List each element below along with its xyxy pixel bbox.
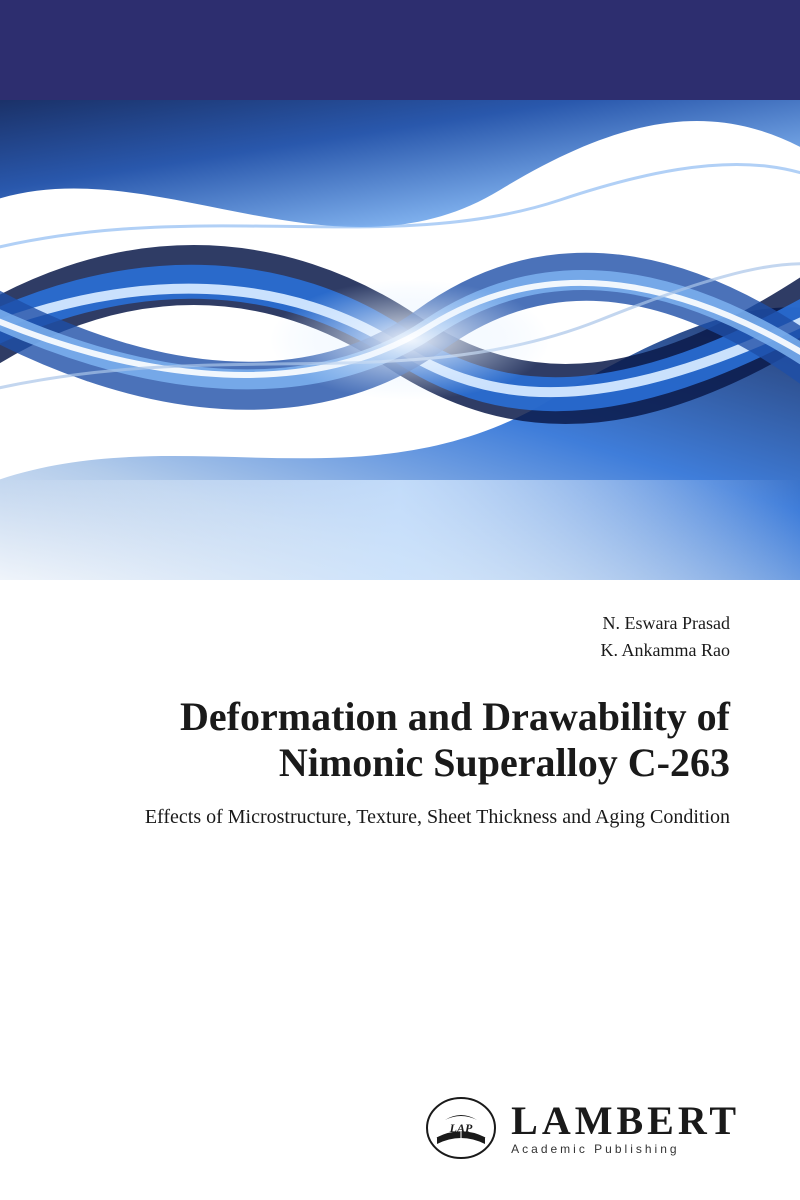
- author-1: N. Eswara Prasad: [70, 610, 730, 637]
- publisher-subtitle: Academic Publishing: [511, 1143, 740, 1155]
- book-subtitle: Effects of Microstructure, Texture, Shee…: [70, 804, 730, 831]
- book-title: Deformation and Drawability of Nimonic S…: [70, 694, 730, 786]
- authors-block: N. Eswara Prasad K. Ankamma Rao: [70, 610, 730, 664]
- top-color-band: [0, 0, 800, 100]
- publisher-name: LAMBERT: [511, 1101, 740, 1141]
- publisher-text: LAMBERT Academic Publishing: [511, 1101, 740, 1155]
- author-2: K. Ankamma Rao: [70, 637, 730, 664]
- publisher-logo-icon: LAP: [425, 1096, 497, 1160]
- publisher-block: LAP LAMBERT Academic Publishing: [425, 1096, 740, 1160]
- svg-text:LAP: LAP: [449, 1121, 473, 1135]
- text-content: N. Eswara Prasad K. Ankamma Rao Deformat…: [0, 580, 800, 831]
- swirl-svg: [0, 100, 800, 580]
- cover-graphic: [0, 100, 800, 580]
